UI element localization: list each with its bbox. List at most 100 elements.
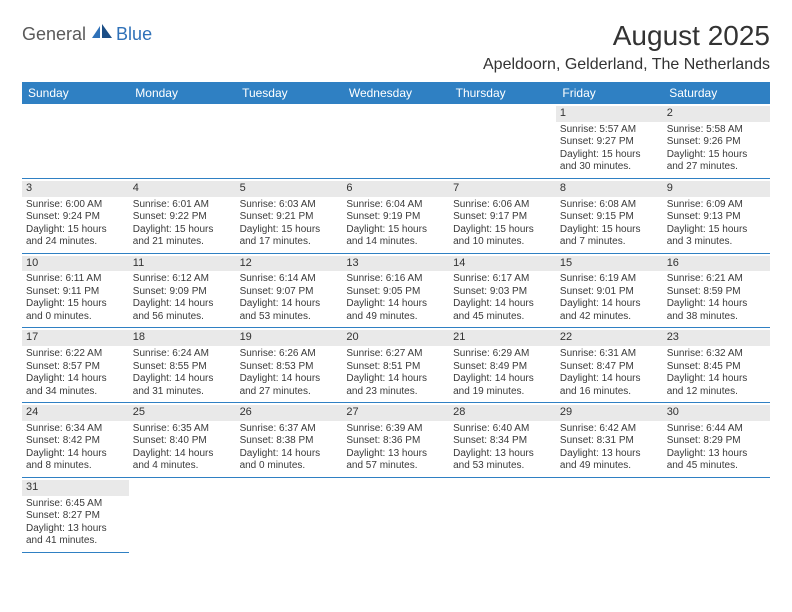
day-number: 2: [663, 106, 770, 122]
sunrise-text: Sunrise: 6:35 AM: [133, 423, 232, 436]
calendar-day-cell: 18Sunrise: 6:24 AMSunset: 8:55 PMDayligh…: [129, 328, 236, 403]
day-number: 28: [449, 405, 556, 421]
day-number: 21: [449, 330, 556, 346]
sunset-text: Sunset: 9:01 PM: [560, 286, 659, 299]
calendar-day-cell: 12Sunrise: 6:14 AMSunset: 9:07 PMDayligh…: [236, 253, 343, 328]
calendar-day-cell: 11Sunrise: 6:12 AMSunset: 9:09 PMDayligh…: [129, 253, 236, 328]
sunrise-text: Sunrise: 6:04 AM: [346, 199, 445, 212]
day-number: 29: [556, 405, 663, 421]
daylight-text-1: Daylight: 15 hours: [26, 224, 125, 237]
calendar-empty-cell: [22, 104, 129, 178]
sunset-text: Sunset: 9:21 PM: [240, 211, 339, 224]
daylight-text-1: Daylight: 14 hours: [560, 298, 659, 311]
page-header: General Blue August 2025 Apeldoorn, Geld…: [22, 20, 770, 74]
day-number: 16: [663, 256, 770, 272]
day-number: 17: [22, 330, 129, 346]
daylight-text-1: Daylight: 15 hours: [346, 224, 445, 237]
sunset-text: Sunset: 8:40 PM: [133, 435, 232, 448]
calendar-empty-cell: [449, 477, 556, 552]
sunrise-text: Sunrise: 6:34 AM: [26, 423, 125, 436]
sunrise-text: Sunrise: 6:12 AM: [133, 273, 232, 286]
daylight-text-2: and 27 minutes.: [667, 161, 766, 174]
day-number: 22: [556, 330, 663, 346]
day-number: 19: [236, 330, 343, 346]
daylight-text-1: Daylight: 14 hours: [560, 373, 659, 386]
weekday-header: Tuesday: [236, 82, 343, 104]
daylight-text-2: and 57 minutes.: [346, 460, 445, 473]
calendar-day-cell: 16Sunrise: 6:21 AMSunset: 8:59 PMDayligh…: [663, 253, 770, 328]
day-number: 23: [663, 330, 770, 346]
calendar-week-row: 31Sunrise: 6:45 AMSunset: 8:27 PMDayligh…: [22, 477, 770, 552]
daylight-text-1: Daylight: 14 hours: [240, 373, 339, 386]
daylight-text-2: and 49 minutes.: [346, 311, 445, 324]
calendar-empty-cell: [129, 477, 236, 552]
sunset-text: Sunset: 9:27 PM: [560, 136, 659, 149]
calendar-day-cell: 9Sunrise: 6:09 AMSunset: 9:13 PMDaylight…: [663, 178, 770, 253]
sunset-text: Sunset: 9:07 PM: [240, 286, 339, 299]
daylight-text-2: and 0 minutes.: [240, 460, 339, 473]
sunrise-text: Sunrise: 6:14 AM: [240, 273, 339, 286]
sunrise-text: Sunrise: 6:01 AM: [133, 199, 232, 212]
day-number: 24: [22, 405, 129, 421]
daylight-text-2: and 27 minutes.: [240, 386, 339, 399]
sunrise-text: Sunrise: 6:19 AM: [560, 273, 659, 286]
day-number: 6: [342, 181, 449, 197]
sunset-text: Sunset: 9:13 PM: [667, 211, 766, 224]
day-number: 1: [556, 106, 663, 122]
sunrise-text: Sunrise: 6:21 AM: [667, 273, 766, 286]
daylight-text-1: Daylight: 14 hours: [667, 298, 766, 311]
sunrise-text: Sunrise: 6:26 AM: [240, 348, 339, 361]
sunrise-text: Sunrise: 6:11 AM: [26, 273, 125, 286]
sunset-text: Sunset: 8:45 PM: [667, 361, 766, 374]
sunrise-text: Sunrise: 6:27 AM: [346, 348, 445, 361]
daylight-text-1: Daylight: 13 hours: [453, 448, 552, 461]
sunset-text: Sunset: 8:51 PM: [346, 361, 445, 374]
day-number: 8: [556, 181, 663, 197]
month-title: August 2025: [483, 20, 770, 52]
calendar-day-cell: 8Sunrise: 6:08 AMSunset: 9:15 PMDaylight…: [556, 178, 663, 253]
sunrise-text: Sunrise: 6:45 AM: [26, 498, 125, 511]
daylight-text-2: and 14 minutes.: [346, 236, 445, 249]
calendar-empty-cell: [663, 477, 770, 552]
calendar-day-cell: 7Sunrise: 6:06 AMSunset: 9:17 PMDaylight…: [449, 178, 556, 253]
daylight-text-2: and 45 minutes.: [453, 311, 552, 324]
day-number: 26: [236, 405, 343, 421]
daylight-text-1: Daylight: 15 hours: [240, 224, 339, 237]
daylight-text-2: and 21 minutes.: [133, 236, 232, 249]
daylight-text-2: and 7 minutes.: [560, 236, 659, 249]
daylight-text-2: and 12 minutes.: [667, 386, 766, 399]
sunrise-text: Sunrise: 6:24 AM: [133, 348, 232, 361]
daylight-text-2: and 24 minutes.: [26, 236, 125, 249]
sunset-text: Sunset: 9:11 PM: [26, 286, 125, 299]
daylight-text-1: Daylight: 13 hours: [667, 448, 766, 461]
calendar-day-cell: 15Sunrise: 6:19 AMSunset: 9:01 PMDayligh…: [556, 253, 663, 328]
sunset-text: Sunset: 9:05 PM: [346, 286, 445, 299]
logo-text-blue: Blue: [116, 24, 152, 45]
calendar-day-cell: 4Sunrise: 6:01 AMSunset: 9:22 PMDaylight…: [129, 178, 236, 253]
sunset-text: Sunset: 8:36 PM: [346, 435, 445, 448]
daylight-text-2: and 10 minutes.: [453, 236, 552, 249]
sunset-text: Sunset: 8:49 PM: [453, 361, 552, 374]
daylight-text-1: Daylight: 15 hours: [560, 149, 659, 162]
daylight-text-2: and 8 minutes.: [26, 460, 125, 473]
sunrise-text: Sunrise: 6:16 AM: [346, 273, 445, 286]
daylight-text-1: Daylight: 14 hours: [133, 298, 232, 311]
daylight-text-1: Daylight: 14 hours: [453, 373, 552, 386]
day-number: 12: [236, 256, 343, 272]
sunset-text: Sunset: 8:31 PM: [560, 435, 659, 448]
brand-logo: General Blue: [22, 20, 152, 45]
daylight-text-1: Daylight: 14 hours: [240, 448, 339, 461]
weekday-header: Friday: [556, 82, 663, 104]
calendar-day-cell: 24Sunrise: 6:34 AMSunset: 8:42 PMDayligh…: [22, 403, 129, 478]
sunrise-text: Sunrise: 6:37 AM: [240, 423, 339, 436]
calendar-day-cell: 14Sunrise: 6:17 AMSunset: 9:03 PMDayligh…: [449, 253, 556, 328]
sunrise-text: Sunrise: 6:08 AM: [560, 199, 659, 212]
day-number: 4: [129, 181, 236, 197]
sunrise-text: Sunrise: 6:00 AM: [26, 199, 125, 212]
sunrise-text: Sunrise: 6:44 AM: [667, 423, 766, 436]
daylight-text-1: Daylight: 14 hours: [346, 298, 445, 311]
sunrise-text: Sunrise: 6:31 AM: [560, 348, 659, 361]
sunset-text: Sunset: 8:27 PM: [26, 510, 125, 523]
sunrise-text: Sunrise: 5:57 AM: [560, 124, 659, 137]
daylight-text-1: Daylight: 15 hours: [560, 224, 659, 237]
